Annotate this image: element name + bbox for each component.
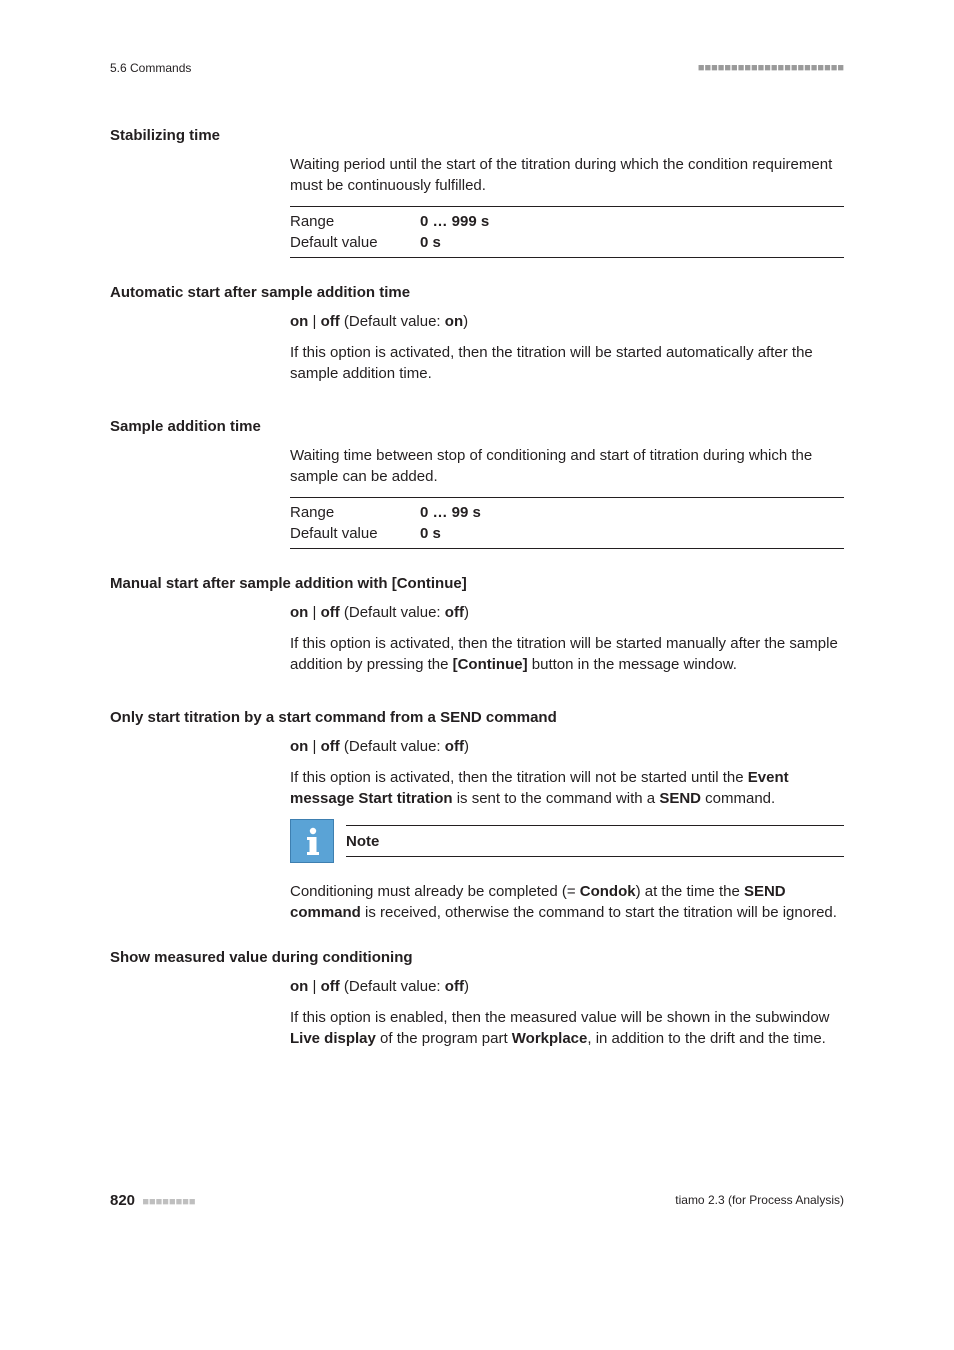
dr-text: ) (464, 604, 469, 621)
note-title: Note (346, 831, 844, 857)
desc-part: , in addition to the drift and the time. (587, 1030, 825, 1047)
range-value: 0 … 999 s (420, 211, 489, 232)
note-part: ) at the time the (636, 883, 744, 900)
opt-on: on (290, 604, 308, 621)
range-label: Range (290, 502, 420, 523)
dl-text: (Default value: (340, 604, 445, 621)
on-off-default: on | off (Default value: off) (290, 976, 844, 997)
dr-text: ) (463, 313, 468, 330)
send-label: SEND (659, 790, 701, 807)
desc-part: is sent to the command with a (453, 790, 660, 807)
dv-text: off (445, 604, 464, 621)
param-title-stabilizing: Stabilizing time (110, 125, 844, 146)
opt-on: on (290, 738, 308, 755)
dr-text: ) (464, 978, 469, 995)
range-label: Range (290, 211, 420, 232)
range-table: Range 0 … 99 s Default value 0 s (290, 497, 844, 549)
note-part: Conditioning must already be completed (… (290, 883, 580, 900)
condok-label: Condok (580, 883, 636, 900)
param-block-auto-start: on | off (Default value: on) If this opt… (290, 311, 844, 384)
dv-text: off (445, 738, 464, 755)
param-title-only-start: Only start titration by a start command … (110, 707, 844, 728)
header-dots: ■■■■■■■■■■■■■■■■■■■■■■ (698, 61, 844, 76)
opt-off: off (321, 738, 340, 755)
note-part: is received, otherwise the command to st… (361, 904, 837, 921)
param-title-auto-start: Automatic start after sample addition ti… (110, 282, 844, 303)
param-block-sample-add: Waiting time between stop of conditionin… (290, 445, 844, 549)
note-block: Note (290, 819, 844, 863)
desc-part: If this option is enabled, then the meas… (290, 1009, 830, 1026)
param-desc: If this option is activated, then the ti… (290, 342, 844, 384)
dl-text: (Default value: (340, 738, 445, 755)
param-desc: If this option is activated, then the ti… (290, 633, 844, 675)
param-desc: Waiting time between stop of conditionin… (290, 445, 844, 487)
page-footer: 820 ■■■■■■■■ tiamo 2.3 (for Process Anal… (110, 1190, 844, 1211)
footer-product: tiamo 2.3 (for Process Analysis) (675, 1192, 844, 1209)
continue-label: [Continue] (453, 656, 528, 673)
page-header: 5.6 Commands ■■■■■■■■■■■■■■■■■■■■■■ (110, 60, 844, 77)
dv-text: on (445, 313, 463, 330)
opt-on: on (290, 978, 308, 995)
opt-off: off (321, 978, 340, 995)
live-display-label: Live display (290, 1030, 376, 1047)
info-icon (290, 819, 334, 863)
range-table: Range 0 … 999 s Default value 0 s (290, 206, 844, 258)
default-value: 0 s (420, 523, 441, 544)
param-desc: Waiting period until the start of the ti… (290, 154, 844, 196)
on-off-default: on | off (Default value: off) (290, 736, 844, 757)
param-block-show-meas: on | off (Default value: off) If this op… (290, 976, 844, 1049)
dl-text: (Default value: (340, 313, 445, 330)
footer-dots: ■■■■■■■■ (142, 1196, 195, 1208)
param-title-sample-add: Sample addition time (110, 416, 844, 437)
param-block-only-start: on | off (Default value: off) If this op… (290, 736, 844, 923)
desc-part: If this option is activated, then the ti… (290, 769, 748, 786)
workplace-label: Workplace (512, 1030, 588, 1047)
param-title-show-meas: Show measured value during conditioning (110, 947, 844, 968)
page-number: 820 (110, 1192, 135, 1209)
opt-off: off (321, 604, 340, 621)
default-label: Default value (290, 523, 420, 544)
dl-text: (Default value: (340, 978, 445, 995)
param-desc: If this option is enabled, then the meas… (290, 1007, 844, 1049)
param-block-manual-start: on | off (Default value: off) If this op… (290, 602, 844, 675)
opt-off: off (321, 313, 340, 330)
on-off-default: on | off (Default value: off) (290, 602, 844, 623)
default-value: 0 s (420, 232, 441, 253)
range-value: 0 … 99 s (420, 502, 481, 523)
header-section: 5.6 Commands (110, 60, 191, 77)
param-title-manual-start: Manual start after sample addition with … (110, 573, 844, 594)
param-block-stabilizing: Waiting period until the start of the ti… (290, 154, 844, 258)
desc-part: command. (701, 790, 775, 807)
dv-text: off (445, 978, 464, 995)
dr-text: ) (464, 738, 469, 755)
opt-on: on (290, 313, 308, 330)
desc-part: of the program part (376, 1030, 512, 1047)
on-off-default: on | off (Default value: on) (290, 311, 844, 332)
note-body: Conditioning must already be completed (… (290, 881, 844, 923)
desc-part: button in the message window. (528, 656, 737, 673)
footer-left: 820 ■■■■■■■■ (110, 1190, 196, 1211)
param-desc: If this option is activated, then the ti… (290, 767, 844, 809)
default-label: Default value (290, 232, 420, 253)
